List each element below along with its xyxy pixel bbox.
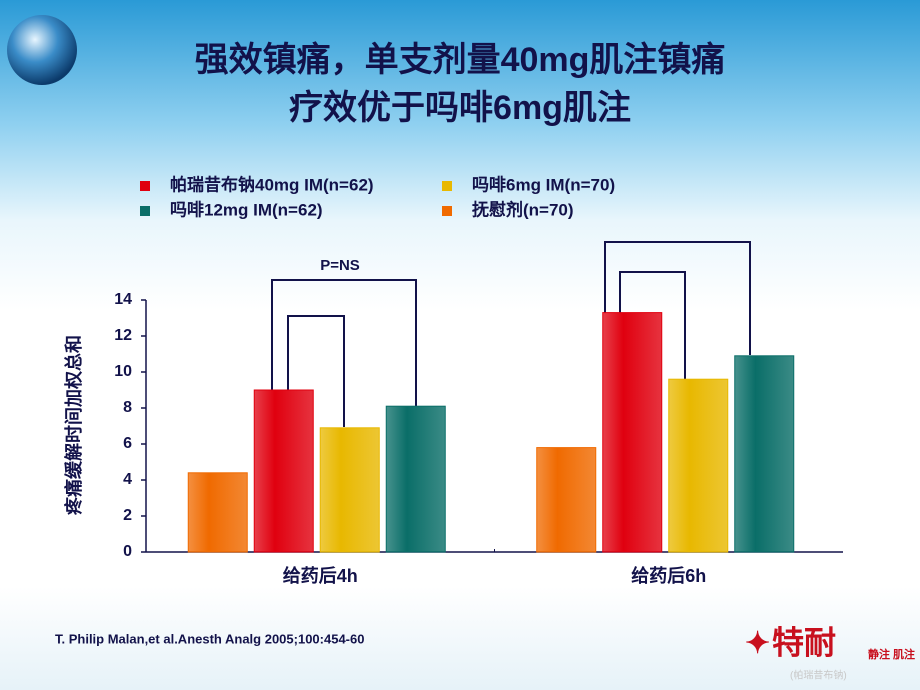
bracket [619,271,686,380]
legend-swatch [140,206,150,216]
logo-mark: ✦ [745,627,770,660]
bar [734,355,795,553]
bar [602,312,663,553]
legend-swatch [442,181,452,191]
logo-sub: (帕瑞昔布钠) [790,669,847,682]
legend-swatch [140,181,150,191]
y-tick-label: 10 [114,363,132,380]
bracket [287,315,345,427]
y-tick-label: 6 [123,435,132,452]
legend-swatch [442,206,452,216]
logo-tag: 静注 肌注 [868,647,915,661]
bar [536,447,597,553]
x-tick-label: 给药后4h [283,565,358,586]
title-line: 强效镇痛，单支剂量40mg肌注镇痛 [195,41,726,79]
legend-label: 帕瑞昔布钠40mg IM(n=62) [170,174,374,194]
annotation: P=NS [320,257,360,274]
x-tick-label: 给药后6h [631,565,706,586]
legend-label: 吗啡6mg IM(n=70) [472,174,615,194]
y-tick-label: 8 [123,399,132,416]
bar [187,472,248,553]
logo-name: 特耐 [772,624,836,660]
significance-brackets [271,241,751,427]
bar [319,427,380,553]
y-tick-label: 12 [114,327,132,344]
y-tick-label: 0 [123,543,132,560]
title-line: 疗效优于吗啡6mg肌注 [289,89,631,127]
y-axis-label: 疼痛缓解时间加权总和 [63,335,84,515]
bracket [604,241,751,355]
bar [385,405,446,553]
source: T. Philip Malan,et al.Anesth Analg 2005;… [55,631,364,646]
y-tick-label: 14 [114,291,132,308]
bracket [271,279,417,406]
legend-label: 吗啡12mg IM(n=62) [170,199,323,219]
bar [668,378,729,553]
globe-icon [7,15,77,85]
y-tick-label: 4 [123,471,132,488]
legend-label: 抚慰剂(n=70) [472,199,574,219]
bar [253,389,314,553]
y-tick-label: 2 [123,507,132,524]
